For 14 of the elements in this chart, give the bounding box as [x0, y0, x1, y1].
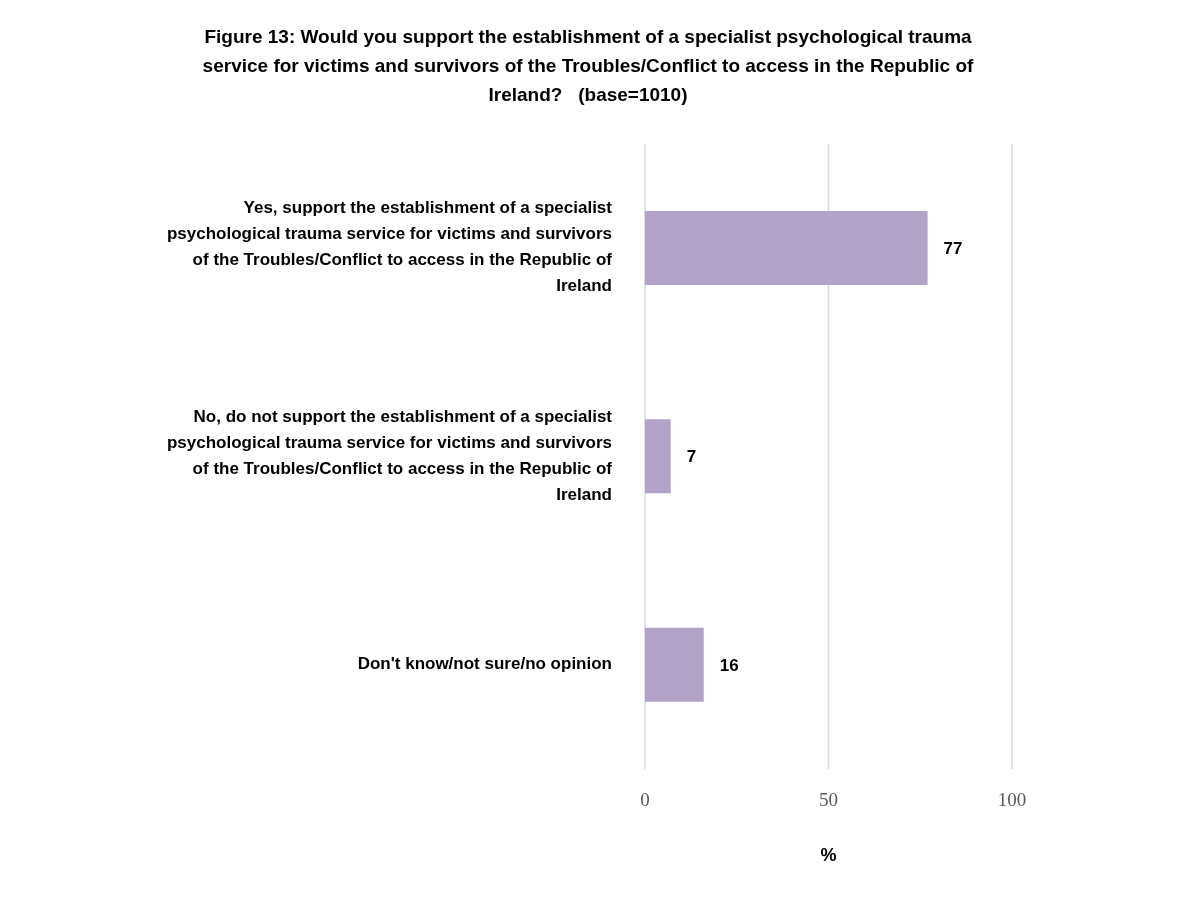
y-tick-label: Don't know/not sure/no opinion	[357, 654, 612, 674]
x-axis-title: %	[820, 845, 837, 865]
y-tick-label: Yes, support the establishment of a specialist psychological trauma service for victims and survivors of the Troubles/Conflict to access in the Republic of Ireland	[166, 198, 613, 296]
bar	[645, 211, 928, 285]
data-label: 7	[686, 447, 697, 467]
data-label: 77	[943, 239, 963, 259]
x-tick-label: 0	[640, 789, 650, 811]
x-tick-label: 50	[819, 789, 838, 811]
y-tick-label: No, do not support the establishment of a specialist psychological trauma service for victims and survivors of the Troubles/Conflict to access in the Republic of Ireland	[166, 406, 613, 504]
bar	[645, 627, 704, 702]
chart-title: Figure 13: Would you support the establishment of a specialist psychological trauma service for victims and survivors of the Troubles/Conflict to access in the Republic of Ireland? (base=1010)	[201, 25, 975, 107]
x-tick-label: 100	[997, 789, 1027, 811]
bar	[645, 419, 671, 494]
data-label: 16	[719, 655, 739, 675]
